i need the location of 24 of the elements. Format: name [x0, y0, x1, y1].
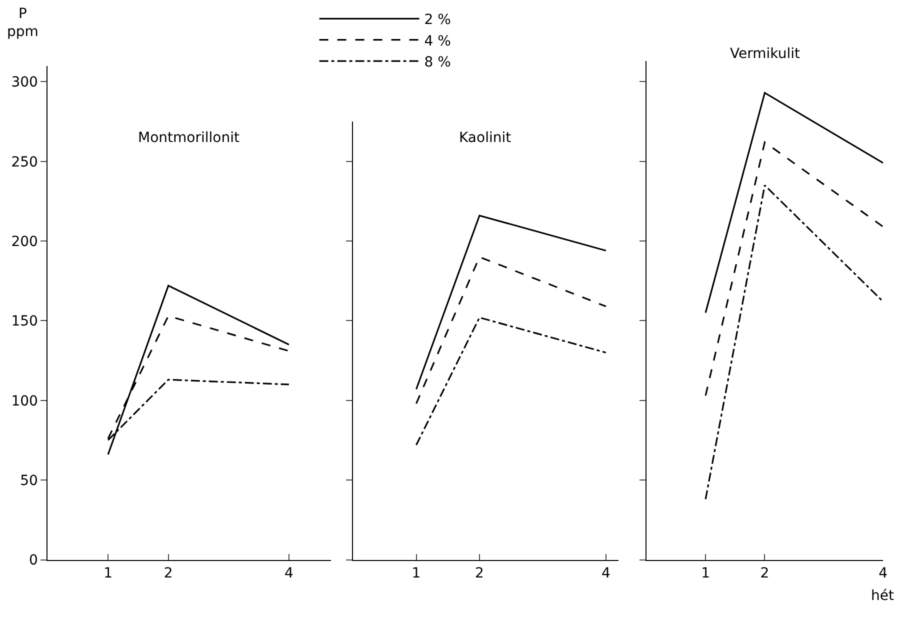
text: Montmorillonit	[138, 130, 240, 146]
text: 4 %	[424, 33, 451, 50]
text: Kaolinit	[459, 130, 512, 146]
x-tick-label: 2	[475, 566, 484, 582]
y-tick-label: 100	[11, 393, 38, 410]
x-axis-title: hét	[871, 588, 894, 604]
x-tick-label: 4	[601, 566, 610, 582]
y-tick-label: 300	[11, 74, 38, 91]
x-tick-label: 1	[701, 566, 710, 582]
x-tick-label: 1	[412, 566, 421, 582]
y-tick-label: 250	[11, 154, 38, 170]
y-tick-label: 50	[20, 472, 38, 489]
chart-title: Vermikulit	[730, 46, 800, 62]
x-tick-label: 2	[164, 566, 173, 582]
x-tick-label: 2	[760, 566, 770, 582]
y-tick-label: 150	[11, 314, 38, 330]
text: 2 %	[424, 12, 451, 28]
y-tick-label: 200	[11, 234, 38, 250]
x-tick-label: 4	[284, 566, 294, 582]
y-axis-title: P ppm	[7, 6, 38, 40]
x-tick-label: 4	[878, 566, 888, 582]
x-tick-label: 1	[104, 566, 112, 582]
text: 8 %	[424, 54, 451, 71]
y-tick-label: 0	[29, 552, 38, 569]
